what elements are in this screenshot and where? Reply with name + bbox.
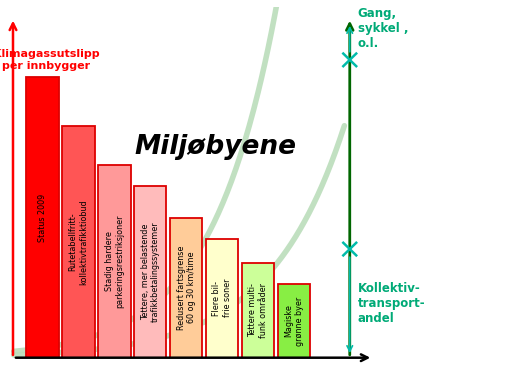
Text: Tettere multi-
funk områder: Tettere multi- funk områder — [248, 283, 267, 338]
Bar — [98, 165, 130, 358]
Bar — [26, 77, 59, 358]
Text: Miljøbyene: Miljøbyene — [134, 134, 295, 161]
Bar — [134, 186, 166, 358]
Bar — [62, 126, 94, 358]
Text: Status 2009: Status 2009 — [38, 193, 47, 242]
Text: Flere bil-
frie soner: Flere bil- frie soner — [212, 279, 231, 318]
Bar — [241, 263, 274, 358]
Text: Gang,
sykkel ,
o.l.: Gang, sykkel , o.l. — [357, 7, 408, 50]
Bar — [206, 239, 238, 358]
Text: Kollektiv-
transport-
andel: Kollektiv- transport- andel — [357, 282, 424, 325]
Text: Stadig hardere
parkeringsrestriksjoner: Stadig hardere parkeringsrestriksjoner — [105, 215, 124, 308]
Text: Klimagassutslipp
per innbygger: Klimagassutslipp per innbygger — [0, 49, 99, 71]
Bar — [277, 284, 310, 358]
Text: Tettere, mer belastende
trafikkbetalingssystemer: Tettere, mer belastende trafikkbetalings… — [140, 222, 160, 322]
Bar — [170, 218, 202, 358]
Text: Redusert fartsgrense
60 og 30 km/time: Redusert fartsgrense 60 og 30 km/time — [176, 245, 195, 330]
Text: Rutetabellfritt-
kollektivtrafikktiobud: Rutetabellfritt- kollektivtrafikktiobud — [69, 199, 88, 285]
Text: Magiske
grønne byer: Magiske grønne byer — [284, 296, 303, 346]
